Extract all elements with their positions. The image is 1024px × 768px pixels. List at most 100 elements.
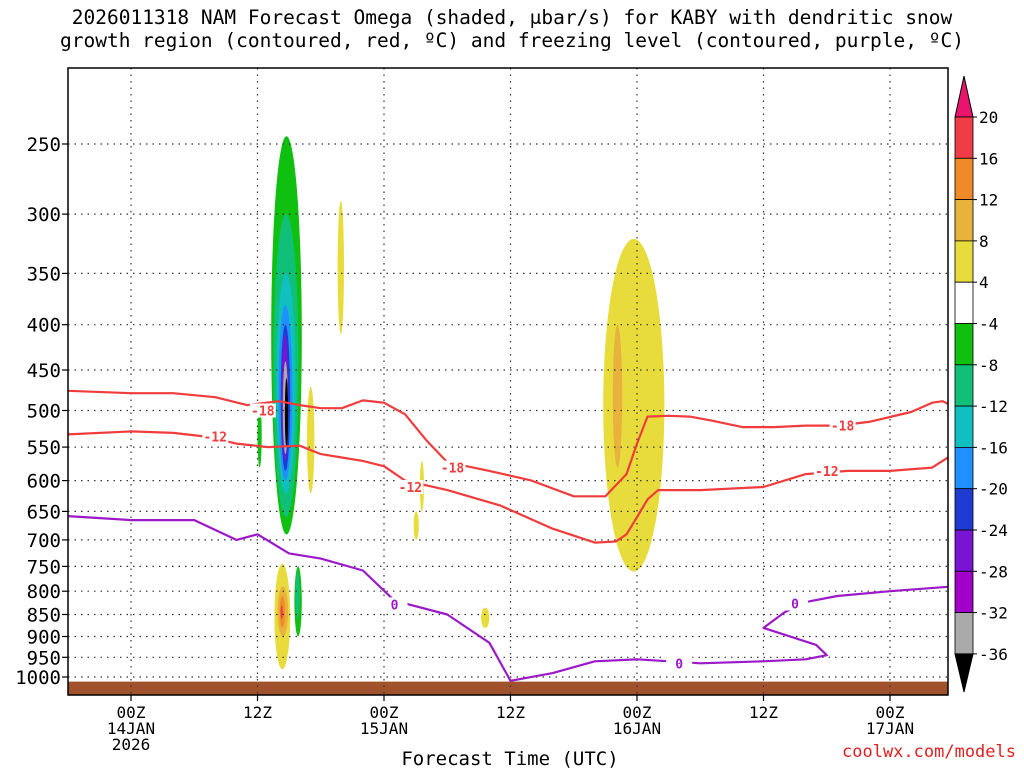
colorbar-overflow-low: [954, 653, 974, 693]
colorbar-overflow-high: [954, 75, 974, 118]
contour-label-bg-1-1: [439, 460, 466, 475]
contour-label-bg-2-2: [782, 596, 809, 611]
y-tick-label-1000: 1000: [15, 667, 61, 689]
colorbar-label-4: 4: [979, 273, 989, 292]
x-tick-label-60-0: 12Z: [749, 703, 778, 722]
colorbar-label-11: -28: [979, 562, 1008, 581]
x-axis-label: Forecast Time (UTC): [401, 748, 618, 768]
colorbar-label-13: -36: [979, 645, 1008, 664]
contour-label-0-0: -12: [204, 431, 227, 446]
colorbar-label-6: -8: [979, 356, 998, 375]
x-tick-label-0-2: 2026: [112, 735, 151, 754]
x-tick-label-24-0: 00Z: [370, 703, 399, 722]
colorbar-label-9: -20: [979, 480, 1008, 499]
omega-region-7: [284, 378, 289, 448]
source-credit[interactable]: coolwx.com/models: [842, 742, 1016, 762]
x-tick-label-72-1: 17JAN: [866, 719, 914, 738]
contour-line-2: [68, 515, 948, 682]
y-tick-label-250: 250: [27, 134, 61, 156]
contour-label-2-1: 0: [675, 657, 683, 672]
grid-layer: [68, 68, 948, 695]
contour-label-bg-2-0: [381, 597, 408, 612]
contour-label-bg-1-2: [829, 418, 856, 433]
y-axis: 2503003504004505005506006507007508008509…: [15, 134, 68, 689]
omega-region-10: [295, 571, 300, 619]
omega-region-8: [257, 402, 262, 468]
x-tick-label-0-0: 00Z: [117, 703, 146, 722]
contour-label-1-0: -18: [251, 405, 275, 420]
colorbar-label-0: 20: [979, 108, 998, 127]
colorbar-label-2: 12: [979, 191, 998, 210]
y-tick-label-850: 850: [27, 605, 61, 627]
y-tick-label-400: 400: [27, 315, 61, 337]
colorbar-bin-6: [954, 364, 974, 407]
contour-layer: -12 -12 -12 -18 -18 -18 0 0 0: [68, 389, 948, 682]
x-tick-label-0-1: 14JAN: [107, 719, 155, 738]
y-tick-label-700: 700: [27, 530, 61, 552]
y-tick-label-550: 550: [27, 437, 61, 459]
contour-label-2-2: 0: [791, 598, 799, 613]
colorbar-label-7: -12: [979, 397, 1008, 416]
contour-line-1: [68, 389, 948, 498]
x-tick-label-36-0: 12Z: [496, 703, 525, 722]
omega-region-20: [413, 511, 419, 540]
colorbar-label-8: -16: [979, 438, 1008, 457]
colorbar-label-1: 16: [979, 149, 998, 168]
omega-region-16: [307, 386, 315, 494]
omega-region-21: [481, 607, 490, 628]
omega-region-14: [280, 605, 283, 619]
contour-label-bg-0-0: [202, 429, 229, 444]
contour-label-2-0: 0: [391, 598, 399, 613]
colorbar-label-3: 8: [979, 232, 989, 251]
x-tick-label-48-0: 00Z: [623, 703, 652, 722]
chart-title-line-2: growth region (contoured, red, ºC) and f…: [60, 29, 964, 52]
contour-line-0: [68, 430, 948, 544]
omega-region-18: [603, 238, 665, 572]
contour-label-bg-0-2: [813, 463, 840, 478]
colorbar-bin-10: [954, 529, 974, 572]
y-tick-label-650: 650: [27, 501, 61, 523]
y-tick-label-350: 350: [27, 263, 61, 285]
chart-title: 2026011318 NAM Forecast Omega (shaded, μ…: [0, 6, 1024, 52]
omega-region-19: [612, 324, 623, 468]
colorbar-label-12: -32: [979, 604, 1008, 623]
y-tick-label-800: 800: [27, 581, 61, 603]
y-tick-label-950: 950: [27, 647, 61, 669]
terrain-fill: [68, 681, 948, 695]
contour-label-bg-2-1: [666, 656, 693, 671]
colorbar-bin-7: [954, 405, 974, 448]
x-tick-label-72-0: 00Z: [876, 703, 905, 722]
y-tick-label-300: 300: [27, 204, 61, 226]
omega-shading-layer: [257, 136, 665, 670]
colorbar-bin-5: [954, 323, 974, 366]
x-tick-label-48-1: 16JAN: [613, 719, 661, 738]
y-tick-label-450: 450: [27, 360, 61, 382]
y-tick-label-600: 600: [27, 471, 61, 493]
y-tick-label-500: 500: [27, 401, 61, 423]
colorbar-bin-8: [954, 446, 974, 490]
colorbar-bin-9: [954, 488, 974, 531]
omega-region-15: [337, 201, 344, 335]
colorbar-bin-3: [954, 240, 974, 283]
contour-label-0-2: -12: [815, 465, 838, 480]
colorbar-bin-0: [954, 116, 974, 159]
contour-label-1-1: -18: [441, 462, 465, 477]
y-tick-label-900: 900: [27, 627, 61, 649]
colorbar: 20 16 12 8 4 -4 -8 -12 -16 -20 -24 -28 -32 -36: [954, 75, 1008, 693]
colorbar-label-5: -4: [979, 315, 998, 334]
colorbar-bin-1: [954, 157, 974, 201]
colorbar-label-10: -24: [979, 521, 1008, 540]
terrain-layer: [68, 681, 948, 695]
plot-frame: [67, 67, 949, 696]
colorbar-bin-2: [954, 199, 974, 242]
contour-label-bg-1-0: [249, 403, 276, 418]
contour-label-bg-0-1: [397, 480, 424, 494]
x-tick-label-12-0: 12Z: [243, 703, 272, 722]
x-tick-label-24-1: 15JAN: [360, 719, 408, 738]
contour-label-0-1: -12: [399, 481, 422, 496]
contour-label-1-2: -18: [831, 420, 855, 435]
y-tick-label-750: 750: [27, 556, 61, 578]
colorbar-bin-12: [954, 612, 974, 655]
chart-title-line-1: 2026011318 NAM Forecast Omega (shaded, μ…: [71, 6, 953, 29]
